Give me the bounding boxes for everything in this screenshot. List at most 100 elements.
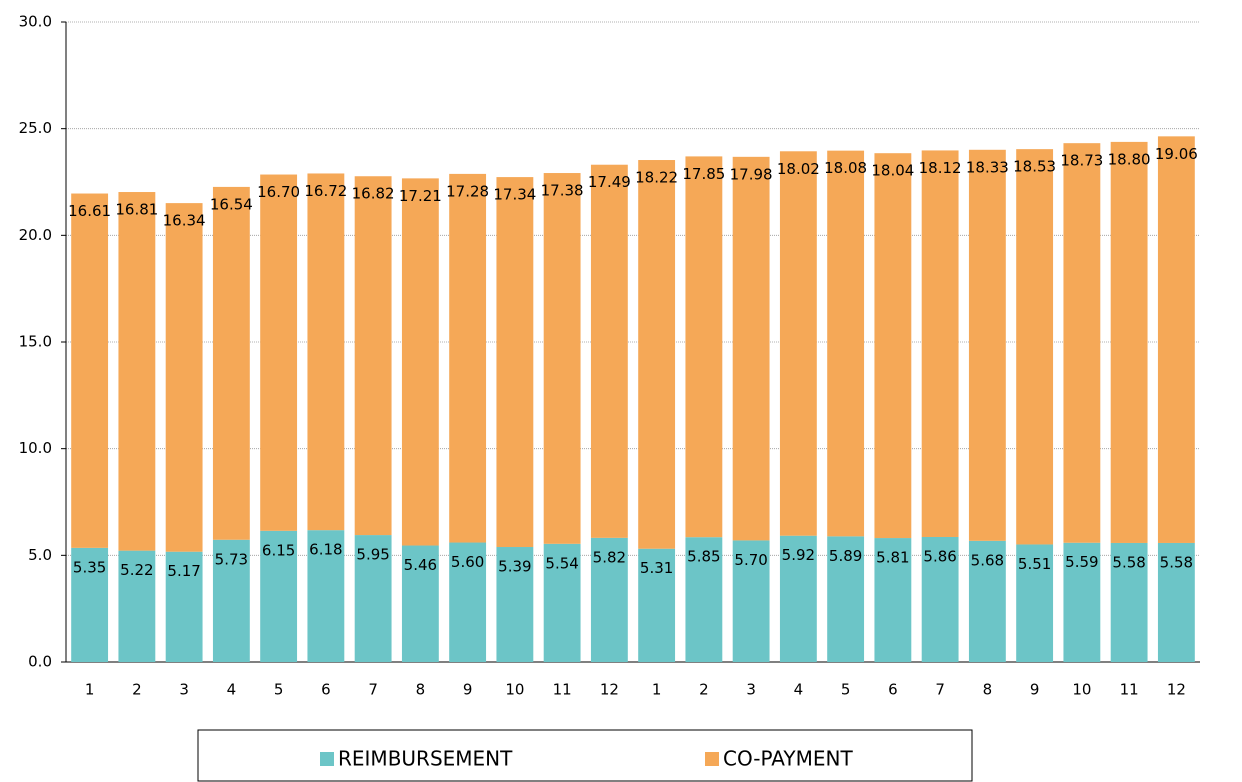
bar-segment	[543, 543, 581, 662]
bar-segment	[779, 151, 817, 536]
y-tick-label: 20.0	[19, 226, 52, 244]
bar-segment	[685, 537, 723, 662]
y-tick-label: 30.0	[19, 13, 52, 31]
data-label: 5.81	[876, 549, 909, 567]
data-label: 5.46	[404, 556, 437, 574]
data-label: 18.02	[777, 160, 820, 178]
data-label: 18.08	[824, 159, 867, 177]
data-label: 5.68	[971, 551, 1004, 569]
bar-segment	[968, 149, 1006, 541]
bar-segment	[401, 178, 439, 546]
data-label: 5.58	[1160, 553, 1193, 571]
data-label: 5.86	[923, 547, 956, 565]
x-tick-label: 7	[368, 681, 378, 699]
legend-swatch	[320, 752, 334, 766]
data-label: 16.82	[352, 185, 395, 203]
x-tick-label: 1	[85, 681, 95, 699]
bar-segment	[1157, 542, 1195, 662]
x-tick-label: 11	[553, 681, 572, 699]
bar-segment	[260, 174, 298, 531]
bar-segment	[165, 551, 203, 662]
x-tick-label: 8	[416, 681, 426, 699]
x-tick-label: 3	[179, 681, 189, 699]
bar-segment	[307, 530, 345, 662]
y-tick-label: 10.0	[19, 439, 52, 457]
bar-segment	[590, 537, 628, 662]
bar-segment	[212, 539, 250, 662]
legend-label: REIMBURSEMENT	[338, 747, 513, 771]
data-label: 18.53	[1013, 158, 1056, 176]
data-label: 5.35	[73, 558, 106, 576]
x-tick-label: 9	[1030, 681, 1040, 699]
y-tick-label: 25.0	[19, 119, 52, 137]
bar-segment	[71, 193, 109, 548]
bar-segment	[496, 177, 534, 548]
x-tick-label: 1	[652, 681, 662, 699]
bar-segment	[1063, 542, 1101, 662]
x-tick-label: 12	[600, 681, 619, 699]
data-label: 17.38	[541, 182, 584, 200]
data-label: 16.54	[210, 195, 253, 213]
data-label: 18.12	[919, 159, 962, 177]
bar-segment	[543, 173, 581, 544]
x-tick-label: 8	[983, 681, 993, 699]
x-tick-label: 2	[699, 681, 709, 699]
data-label: 5.58	[1112, 553, 1145, 571]
bar-segment	[307, 173, 345, 531]
bar-segment	[165, 203, 203, 552]
legend-box	[197, 729, 973, 782]
bar-segment	[118, 192, 156, 551]
bar-segment	[732, 540, 770, 662]
bar-segment	[685, 156, 723, 538]
data-label: 17.85	[682, 165, 725, 183]
bar-segment	[449, 542, 487, 662]
x-tick-label: 6	[888, 681, 898, 699]
data-label: 5.95	[356, 546, 389, 564]
bar-segment	[1157, 136, 1195, 543]
data-label: 5.89	[829, 547, 862, 565]
bar-segment	[1016, 544, 1054, 662]
data-label: 5.31	[640, 559, 673, 577]
x-tick-label: 5	[841, 681, 851, 699]
bar-segment	[401, 545, 439, 662]
data-label: 19.06	[1155, 145, 1198, 163]
data-label: 5.39	[498, 558, 531, 576]
x-tick-label: 3	[746, 681, 756, 699]
data-label: 16.70	[257, 183, 300, 201]
bar-segment	[354, 535, 392, 662]
x-tick-label: 7	[935, 681, 945, 699]
x-tick-label: 6	[321, 681, 331, 699]
data-label: 17.34	[493, 186, 536, 204]
bar-segment	[827, 536, 865, 662]
bar-segment	[874, 538, 912, 662]
data-label: 5.51	[1018, 555, 1051, 573]
x-tick-label: 11	[1120, 681, 1139, 699]
data-label: 17.49	[588, 173, 631, 191]
x-tick-label: 10	[1072, 681, 1091, 699]
y-tick-label: 15.0	[19, 333, 52, 351]
data-label: 18.80	[1108, 150, 1151, 168]
bar-segment	[354, 176, 392, 536]
bar-segment	[1110, 542, 1148, 662]
bar-segment	[496, 547, 534, 662]
x-tick-label: 12	[1167, 681, 1186, 699]
x-tick-label: 10	[505, 681, 524, 699]
data-label: 16.34	[163, 212, 206, 230]
y-tick-label: 5.0	[28, 546, 52, 564]
x-tick-label: 2	[132, 681, 142, 699]
data-label: 5.59	[1065, 553, 1098, 571]
bar-segment	[827, 150, 865, 537]
bar-segment	[212, 186, 250, 540]
bar-segment	[118, 550, 156, 662]
data-label: 18.04	[871, 162, 914, 180]
data-label: 5.60	[451, 553, 484, 571]
data-label: 5.17	[167, 562, 200, 580]
bar-segment	[590, 164, 628, 538]
data-label: 5.54	[545, 554, 578, 572]
bar-segment	[71, 547, 109, 662]
bar-segment	[449, 173, 487, 543]
data-label: 16.61	[68, 202, 111, 220]
bar-segment	[921, 150, 959, 537]
data-label: 6.18	[309, 541, 342, 559]
data-label: 18.22	[635, 169, 678, 187]
